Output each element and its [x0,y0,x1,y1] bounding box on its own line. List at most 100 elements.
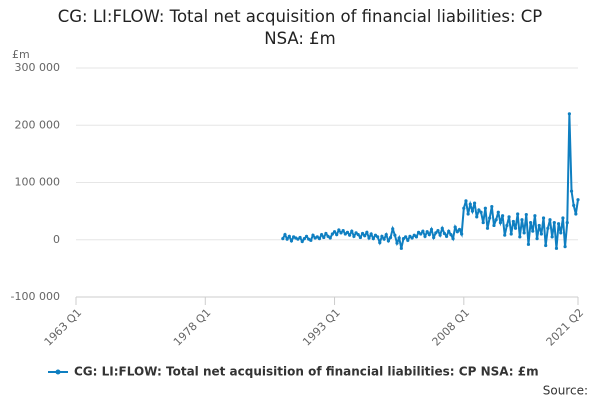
point [557,222,561,226]
point [451,237,455,241]
point [533,214,537,218]
point [442,231,447,236]
y-tick-label: 100 000 [15,176,61,189]
point [365,230,369,234]
point [518,235,522,239]
point [460,232,464,236]
point [285,237,289,241]
point [376,235,380,239]
y-tick-label: 0 [53,233,60,246]
legend-marker [55,369,61,375]
point [395,241,399,245]
point [466,212,470,216]
point [302,237,306,241]
point [485,226,490,230]
point [565,220,569,225]
point [363,234,367,238]
point [300,239,304,244]
point [511,219,515,224]
series-line [281,113,579,249]
point [475,215,479,219]
point [281,237,285,241]
point [296,237,300,241]
x-tick-label: 2021 Q2 [544,306,587,349]
point [468,202,472,206]
point [358,235,362,240]
point [283,232,287,237]
point [404,235,408,239]
point [574,212,578,216]
point [339,231,343,235]
point [386,239,391,243]
point [507,215,511,219]
point [522,231,526,235]
point [414,235,419,239]
point [289,239,294,243]
point [434,231,438,235]
point [444,234,449,238]
point [416,230,421,234]
point [393,233,397,237]
point [356,232,360,237]
point [345,230,350,234]
point [513,226,518,230]
point [563,245,567,249]
point [328,236,332,240]
point [492,223,496,228]
point [483,206,487,210]
point [401,237,406,241]
point [572,203,576,207]
point [520,218,524,222]
point [352,234,356,238]
point [554,246,559,250]
point [464,199,468,203]
point [298,235,302,240]
point [378,241,382,245]
point [462,206,466,210]
point [330,232,334,236]
point [535,237,539,241]
point [317,237,322,241]
point [479,210,483,214]
point [548,218,552,222]
point [432,235,436,240]
point [524,212,528,217]
point [335,232,339,237]
point [408,234,412,238]
point [550,235,554,239]
point [470,209,475,213]
point [498,220,503,225]
point [315,235,319,239]
point [367,236,371,240]
point [490,204,494,209]
point [447,229,451,233]
point [326,234,330,238]
point [481,220,485,225]
point [382,237,386,241]
point [354,231,358,235]
point [309,238,313,242]
chart-title: CG: LI:FLOW: Total net acquisition of fi… [57,7,543,48]
point [552,220,556,225]
point [423,234,427,238]
point [391,227,395,231]
point [324,231,328,236]
point [287,234,291,238]
point [472,201,477,205]
point [373,233,378,237]
point [320,232,324,237]
point [369,232,373,236]
point [537,223,541,228]
point [509,232,513,236]
point [384,232,388,237]
point [546,226,550,230]
point [477,208,481,212]
point [337,228,341,232]
point [516,212,520,216]
point [531,229,535,233]
point [541,216,546,220]
point [343,232,347,236]
point [440,226,444,230]
point [496,210,500,214]
